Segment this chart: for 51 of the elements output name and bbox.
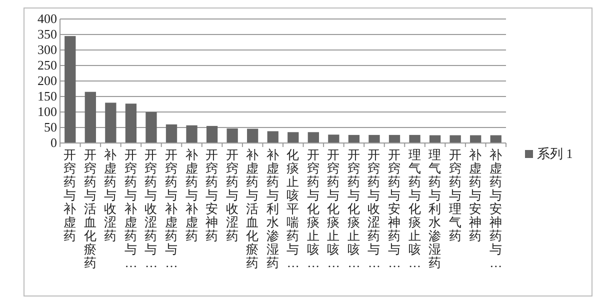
x-tick-label: 补虚药与补虚药: [185, 148, 198, 243]
x-tick-label: 补虚药与收涩药: [104, 148, 118, 243]
bar: [226, 128, 238, 143]
bar: [125, 104, 137, 143]
category-label: 开窍药与化痰止咳…: [327, 148, 340, 270]
category-label: 开窍药与补虚药与…: [124, 148, 138, 270]
x-tick-label: 开窍药与理气药: [448, 148, 462, 243]
x-tick-label: 补虚药与安神药: [469, 148, 482, 243]
y-tick-label: 50: [44, 120, 57, 134]
bar: [146, 112, 157, 143]
bar: [186, 125, 198, 143]
category-label: 开窍药与活血化瘀药: [84, 148, 97, 270]
bar: [288, 132, 299, 143]
category-label: 补虚药与活血化瘀药: [246, 148, 260, 270]
category-label: 开窍药与补虚药与…: [165, 148, 178, 270]
bar: [308, 132, 319, 143]
y-tick-label: 250: [38, 58, 57, 72]
y-tick-label: 150: [38, 88, 57, 104]
category-label: 化痰止咳平喘药与…: [286, 148, 300, 270]
category-label: 开窍药与化痰止咳…: [347, 148, 360, 270]
category-label: 开窍药与收涩药与…: [144, 148, 158, 270]
x-tick-label: 开窍药与收涩药: [226, 148, 239, 243]
category-label: 理气药与利水渗湿药: [428, 148, 442, 270]
bar: [105, 102, 116, 143]
bar: [409, 134, 420, 143]
y-tick-label: 300: [38, 42, 57, 57]
category-label: 开窍药与安神药与…: [388, 148, 401, 270]
bar: [267, 131, 278, 143]
category-label: 开窍药与收涩药与…: [368, 148, 381, 270]
bar: [247, 128, 258, 143]
bar: [64, 36, 76, 143]
y-tick-label: 400: [38, 11, 57, 26]
y-tick-label: 350: [38, 26, 57, 42]
legend-label: 系列 1: [537, 146, 573, 161]
x-tick-label: 开窍药与补虚药: [64, 148, 77, 243]
bar: [348, 134, 360, 143]
y-tick-label: 200: [38, 73, 57, 88]
bar: [328, 134, 340, 143]
bar: [84, 92, 96, 143]
category-label: 补虚药与安神药与…: [489, 148, 502, 270]
bar: [368, 134, 380, 143]
bar: [450, 135, 461, 143]
bar: [166, 124, 178, 143]
category-label: 补虚药与利水渗湿药: [266, 148, 280, 270]
category-label: 理气药与化痰止咳…: [408, 148, 422, 270]
x-tick-label: 开窍药与安神药: [206, 148, 219, 243]
bar: [206, 126, 218, 143]
bar: [388, 134, 400, 143]
y-tick-label: 0: [50, 135, 57, 150]
y-tick-label: 100: [38, 104, 57, 119]
category-label: 开窍药与化痰止咳…: [306, 148, 320, 270]
